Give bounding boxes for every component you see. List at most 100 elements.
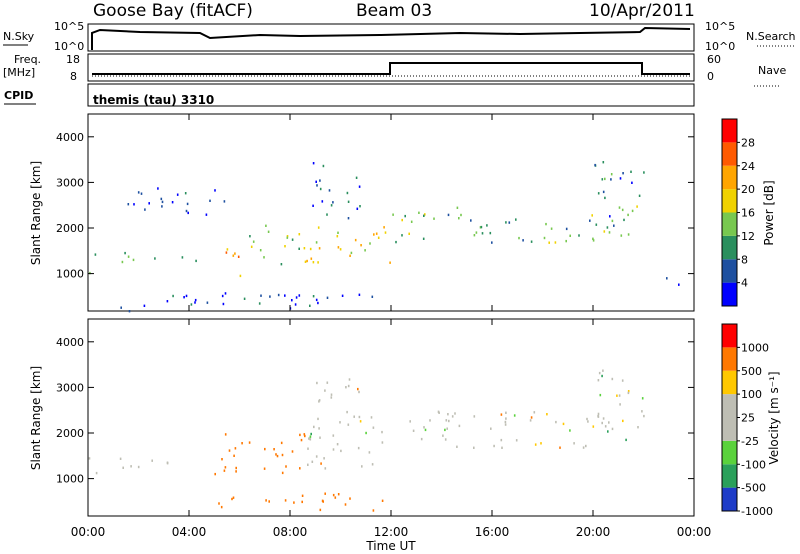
power-cell: [518, 236, 520, 240]
velocity-cell: [319, 436, 321, 439]
power-colorbar-tick-label: 16: [741, 207, 755, 220]
velocity-cell: [601, 374, 603, 378]
velocity-colorbar-segment: [722, 347, 737, 371]
velocity-cell: [533, 411, 536, 414]
velocity-cell: [555, 420, 557, 424]
power-cell: [277, 293, 280, 297]
power-cell: [128, 310, 131, 313]
power-cell: [315, 241, 318, 244]
power-cell: [592, 239, 595, 242]
velocity-cell: [233, 454, 235, 457]
velocity-cell: [88, 457, 91, 460]
power-cell: [481, 232, 484, 235]
power-cell: [627, 233, 630, 236]
power-frame: [87, 113, 695, 312]
power-cell: [195, 259, 197, 263]
power-cell: [140, 192, 143, 195]
power-cell: [383, 226, 385, 229]
power-cell: [194, 298, 197, 302]
nsearch-label: N.Search: [746, 30, 796, 43]
velocity-cell: [598, 371, 601, 375]
power-cell: [347, 200, 350, 203]
power-cell: [214, 189, 216, 192]
velocity-cell: [234, 447, 237, 450]
velocity-panel: 1000 2000 3000 4000 Slant Range [km] 1000 50…: [29, 318, 781, 518]
velocity-cell: [353, 415, 355, 418]
velocity-cell: [546, 413, 548, 416]
power-cell: [422, 237, 425, 240]
velocity-cell: [339, 421, 341, 424]
velocity-cell: [281, 471, 284, 475]
velocity-cell: [326, 381, 329, 384]
power-cell: [263, 256, 265, 259]
power-cell: [326, 296, 329, 299]
power-cell: [186, 202, 189, 206]
power-cell: [543, 236, 546, 240]
velocity-cell: [235, 470, 237, 473]
power-cell: [317, 226, 320, 229]
velocity-cell: [224, 433, 227, 436]
power-cell: [636, 205, 638, 208]
velocity-colorbar-segment: [722, 440, 737, 465]
velocity-cell: [275, 453, 277, 456]
velocity-cell: [122, 466, 124, 469]
power-cell: [604, 177, 606, 181]
power-cell: [315, 180, 317, 183]
velocity-cell: [513, 414, 516, 417]
time-axis-label: Time UT: [365, 539, 416, 553]
power-cell: [623, 218, 625, 222]
power-cell: [401, 234, 403, 237]
velocity-cell: [301, 494, 304, 497]
power-cell: [508, 221, 511, 224]
velocity-cell: [358, 415, 361, 419]
velocity-cell: [220, 505, 223, 509]
power-cell: [594, 163, 596, 167]
power-cell: [267, 230, 270, 233]
velocity-cell: [454, 412, 456, 415]
velocity-cell: [500, 438, 503, 442]
velocity-cell: [332, 434, 335, 437]
power-cell: [252, 240, 255, 243]
velocity-cell: [214, 472, 216, 476]
power-cell: [475, 231, 478, 234]
power-cell: [604, 196, 606, 200]
power-cell: [678, 283, 680, 286]
power-cell: [341, 294, 344, 297]
velocity-cell: [473, 415, 476, 418]
velocity-cell: [345, 386, 347, 389]
velocity-cell: [540, 442, 542, 445]
velocity-cell: [534, 443, 537, 446]
power-cell: [603, 230, 606, 233]
velocity-cell: [627, 391, 630, 395]
power-colorbar-tick-label: 12: [741, 230, 755, 243]
nsky-trace: [91, 26, 691, 50]
velocity-cell: [586, 417, 588, 421]
velocity-cell: [347, 423, 350, 426]
velocity-cell: [569, 429, 571, 432]
power-cell: [291, 299, 293, 302]
time-tick-label: 04:00: [172, 525, 207, 539]
velocity-cell: [504, 420, 507, 424]
velocity-cell: [332, 448, 335, 451]
velocity-cell: [317, 417, 319, 421]
velocity-cell: [444, 438, 447, 441]
power-cell: [595, 223, 598, 226]
velocity-cell: [445, 419, 448, 422]
power-y-tick-label: 3000: [56, 176, 84, 189]
power-cell: [423, 214, 425, 217]
power-cell: [606, 226, 609, 229]
velocity-cell: [95, 471, 98, 475]
velocity-cell: [368, 451, 371, 454]
power-cell: [184, 192, 187, 195]
velocity-cell: [370, 416, 373, 419]
power-cell: [223, 200, 226, 203]
power-cell: [359, 205, 361, 208]
velocity-y-tick-label: 1000: [56, 473, 84, 486]
power-cell: [666, 277, 668, 280]
velocity-cell: [324, 389, 326, 392]
freq-trace: [92, 62, 690, 75]
power-cell: [621, 208, 624, 212]
velocity-cell: [344, 503, 347, 506]
power-cell: [295, 296, 298, 299]
power-cell: [337, 246, 340, 249]
